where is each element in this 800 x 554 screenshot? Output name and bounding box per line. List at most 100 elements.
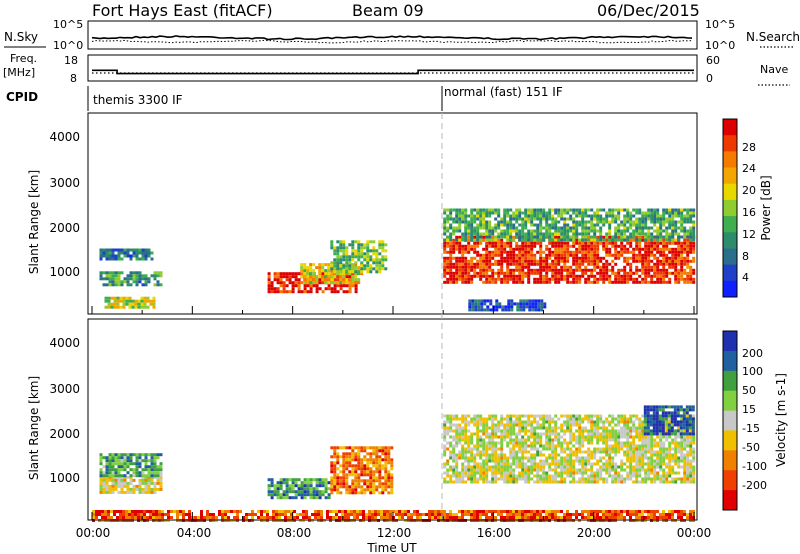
velocity-cell: [655, 408, 659, 412]
power-cell: [108, 277, 112, 281]
velocity-cell: [673, 408, 677, 412]
power-cell: [485, 229, 489, 233]
velocity-cell: [125, 513, 128, 516]
velocity-cell: [515, 453, 519, 457]
velocity-cell: [671, 477, 675, 481]
velocity-cell: [470, 465, 474, 469]
power-cell: [134, 305, 138, 309]
power-cell: [608, 268, 612, 272]
velocity-cell: [129, 453, 133, 457]
power-cell: [536, 259, 540, 263]
velocity-cell: [671, 471, 675, 475]
velocity-cell: [596, 435, 600, 439]
power-cell: [641, 217, 645, 221]
velocity-cell: [524, 450, 528, 454]
velocity-cell: [153, 487, 157, 491]
power-cell: [369, 240, 373, 244]
velocity-cell: [479, 456, 483, 460]
velocity-cell: [626, 456, 630, 460]
velocity-cell: [646, 426, 650, 430]
velocity-cell: [464, 414, 468, 418]
velocity-cell: [536, 438, 540, 442]
power-cell: [680, 229, 684, 233]
velocity-cell: [521, 447, 525, 451]
velocity-cell: [641, 420, 645, 424]
velocity-cell: [491, 471, 495, 475]
power-cell: [464, 229, 468, 233]
power-cell: [524, 244, 528, 248]
velocity-cell: [506, 477, 510, 481]
velocity-cell: [677, 450, 681, 454]
power-cell: [596, 214, 600, 218]
velocity-cell: [674, 450, 678, 454]
power-cell: [647, 235, 651, 239]
power-cell: [653, 214, 657, 218]
velocity-cell: [575, 456, 579, 460]
velocity-cell: [375, 455, 379, 459]
power-cell: [464, 238, 468, 242]
power-cell: [339, 272, 343, 276]
velocity-cell: [590, 456, 594, 460]
power-cell: [674, 268, 678, 272]
power-cell: [524, 259, 528, 263]
velocity-cell: [680, 456, 684, 460]
velocity-cell: [153, 465, 157, 469]
power-cell: [656, 262, 660, 266]
velocity-cell: [515, 432, 519, 436]
velocity-cell: [105, 462, 109, 466]
power-cell: [501, 308, 505, 312]
power-cell: [285, 290, 289, 294]
power-cell: [530, 250, 534, 254]
power-cell: [497, 262, 501, 266]
power-cell: [521, 250, 525, 254]
velocity-cell: [446, 432, 450, 436]
power-cell: [339, 258, 343, 262]
velocity-cell: [608, 456, 612, 460]
velocity-cell: [683, 462, 687, 466]
velocity-cell: [132, 478, 136, 482]
power-cell: [575, 250, 579, 254]
power-cell: [134, 302, 138, 306]
power-cell: [491, 268, 495, 272]
power-cell: [626, 271, 630, 275]
velocity-cell: [668, 480, 672, 484]
power-cell: [467, 220, 471, 224]
power-cell: [351, 240, 355, 244]
power-cell: [611, 211, 615, 215]
velocity-cell: [357, 458, 361, 462]
velocity-cell: [671, 465, 675, 469]
power-cell: [590, 268, 594, 272]
velocity-cell: [443, 465, 447, 469]
power-cell: [605, 238, 609, 242]
power-cell: [647, 226, 651, 230]
power-cell: [452, 280, 456, 284]
power-cell: [503, 244, 507, 248]
velocity-cell: [467, 441, 471, 445]
power-cell: [539, 220, 543, 224]
velocity-cell: [306, 484, 310, 488]
power-cell: [626, 241, 630, 245]
velocity-cell: [581, 438, 585, 442]
power-cell: [146, 305, 150, 309]
velocity-cell: [476, 465, 480, 469]
power-cell: [587, 259, 591, 263]
velocity-cell: [387, 461, 391, 465]
power-cell: [540, 305, 544, 309]
power-cell: [144, 254, 148, 258]
power-cell: [306, 284, 310, 288]
power-cell: [485, 238, 489, 242]
velocity-cell: [554, 453, 558, 457]
velocity-cell: [692, 447, 696, 451]
velocity-cell: [485, 465, 489, 469]
velocity-cell: [282, 493, 286, 497]
power-cell: [357, 278, 361, 282]
power-cell: [372, 246, 376, 250]
power-cell: [626, 277, 630, 281]
power-cell: [620, 220, 624, 224]
power-cell: [443, 241, 447, 245]
power-cell: [467, 241, 471, 245]
power-cell: [482, 238, 486, 242]
velocity-cell: [357, 446, 361, 450]
velocity-cell: [138, 490, 142, 494]
velocity-cell: [530, 477, 534, 481]
